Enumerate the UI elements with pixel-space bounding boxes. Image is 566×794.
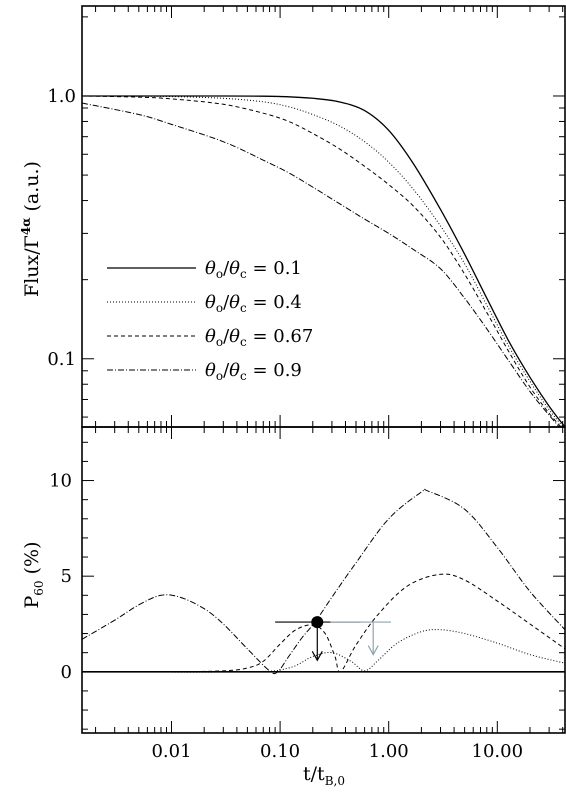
- legend-label-part: o: [216, 335, 223, 349]
- y-tick-label: 0: [61, 662, 72, 683]
- legend-label-part: /: [223, 258, 230, 279]
- bottom-y-axis-label: P60 (%): [21, 542, 46, 609]
- flux-series-line: [82, 102, 561, 427]
- legend-label-part: θ: [229, 258, 240, 279]
- legend-label-part: c: [240, 335, 247, 349]
- y-tick-label: 0.1: [47, 349, 76, 370]
- y-tick-label: 1.0: [47, 86, 76, 107]
- upper-limit-arrow-head: [367, 645, 379, 656]
- polarization-series-line: [82, 488, 565, 675]
- legend-label-part: c: [240, 369, 247, 383]
- flux-series-line: [82, 95, 564, 427]
- legend-label-part: c: [240, 267, 247, 281]
- legend-label-part: θ: [229, 326, 240, 347]
- bottom-y-tick-labels: 0 5 10: [49, 471, 72, 683]
- x-tick-label: 0.10: [260, 741, 300, 762]
- legend: θo/θc = 0.1θo/θc = 0.4θo/θc = 0.67θo/θc …: [107, 258, 313, 383]
- x-tick-labels: 0.01 0.10 1.00 10.00: [151, 741, 523, 762]
- legend-label: θo/θc = 0.1: [205, 258, 302, 281]
- legend-label: θo/θc = 0.4: [205, 292, 302, 315]
- bottom-axis-ticks: [82, 427, 565, 733]
- legend-label-part: o: [216, 301, 223, 315]
- legend-label-part: o: [216, 267, 223, 281]
- y-tick-label: 5: [61, 566, 72, 587]
- top-y-tick-labels: 0.1 1.0: [47, 86, 76, 370]
- axes-frames: [81, 5, 566, 734]
- polarization-series-line: [82, 573, 565, 673]
- y-tick-label: 10: [49, 471, 72, 492]
- upper-limit-markers: [275, 616, 392, 662]
- legend-label-part: /: [223, 326, 230, 347]
- legend-label-part: = 0.9: [247, 360, 302, 381]
- top-flux-panel: 0.11.0 θo/θc = 0.1θo/θc = 0.4θo/θc = 0.6…: [19, 6, 565, 427]
- upper-limit-arrow-head: [311, 651, 323, 662]
- x-tick-label: 0.01: [151, 741, 191, 762]
- x-tick-label: 1.00: [369, 741, 409, 762]
- legend-label-part: = 0.67: [247, 326, 314, 347]
- legend-label-part: c: [240, 301, 247, 315]
- legend-label-part: /: [223, 360, 230, 381]
- legend-label-part: θ: [205, 292, 216, 313]
- legend-label-part: = 0.1: [247, 258, 302, 279]
- legend-label-part: θ: [205, 326, 216, 347]
- x-tick-label: 10.00: [472, 741, 524, 762]
- legend-label: θo/θc = 0.67: [205, 326, 313, 349]
- legend-label-part: /: [223, 292, 230, 313]
- legend-label-part: θ: [229, 292, 240, 313]
- flux-curves: [82, 95, 565, 427]
- legend-label-part: θ: [205, 258, 216, 279]
- legend-label-part: θ: [229, 360, 240, 381]
- legend-label: θo/θc = 0.9: [205, 360, 302, 383]
- flux-series-line: [82, 95, 565, 427]
- legend-label-part: o: [216, 369, 223, 383]
- x-axis-label: t/tB,0: [303, 763, 345, 788]
- legend-label-part: = 0.4: [247, 292, 302, 313]
- bottom-axes-frame: [81, 426, 566, 734]
- top-y-axis-label: Flux/Γ4α (a.u.): [19, 161, 43, 297]
- top-axis-ticks: [82, 6, 565, 427]
- measurement-point: [311, 616, 324, 629]
- bottom-polarization-panel: 0 5 10 0.01 0.10 1.00 10.00 P60 (%) t/tB,0: [21, 427, 565, 788]
- flux-series-line: [82, 95, 562, 427]
- polarization-curves: [82, 488, 565, 675]
- legend-label-part: θ: [205, 360, 216, 381]
